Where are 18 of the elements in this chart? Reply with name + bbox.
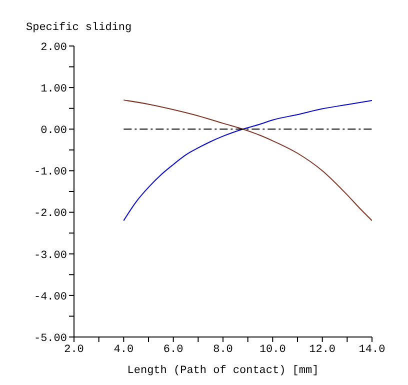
y-tick-label: -3.00	[34, 250, 67, 262]
y-tick-label: 0.00	[40, 125, 67, 138]
x-tick-label: 8.0	[213, 344, 233, 356]
x-tick-label: 10.0	[259, 344, 286, 356]
y-tick-label: 1.00	[40, 83, 67, 96]
x-tick-label: 12.0	[309, 344, 336, 356]
line-series	[123, 100, 372, 222]
y-axis-title: Specific sliding	[26, 22, 132, 34]
y-tick-label: 2.00	[40, 42, 67, 54]
x-tick-label: 6.0	[163, 344, 184, 356]
x-tick-label: 4.0	[114, 344, 134, 356]
x-axis-title: Length (Path of contact) [mm]	[127, 365, 319, 377]
x-tick-label: 2.0	[64, 344, 84, 356]
y-tick-label: -2.00	[34, 208, 67, 220]
y-tick-label: -5.00	[34, 332, 67, 345]
x-tick-label: 14.0	[358, 344, 386, 356]
y-tick-label: -1.00	[34, 166, 67, 179]
y-tick-label: -4.00	[34, 291, 67, 304]
